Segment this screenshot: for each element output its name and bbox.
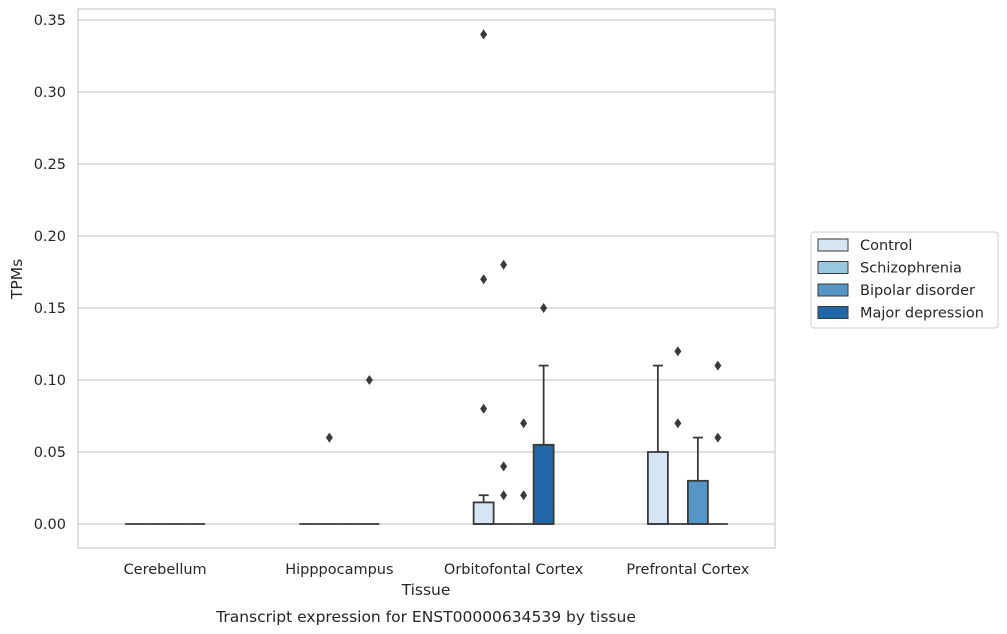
box-major-depression <box>707 360 728 525</box>
x-tick-label: Prefrontal Cortex <box>626 562 749 578</box>
outlier-point <box>500 461 508 472</box>
legend-swatch <box>817 261 849 274</box>
legend-frame <box>810 231 999 329</box>
outlier-point <box>480 29 488 40</box>
outlier-point <box>480 403 488 414</box>
x-tick-label: Orbitofontal Cortex <box>444 562 584 578</box>
legend-label: Major depression <box>860 306 984 322</box>
y-tick-label: 0.35 <box>34 13 66 29</box>
x-axis-label: Tissue <box>401 581 451 599</box>
box-bipolar-disorder <box>686 436 709 525</box>
y-tick-label: 0.10 <box>34 373 66 389</box>
y-tick-label: 0.15 <box>34 301 66 317</box>
y-tick-labels: 0.00 0.05 0.10 0.15 0.20 0.25 0.30 0.35 <box>34 13 66 533</box>
legend-swatch <box>817 306 849 319</box>
legend-swatch <box>817 238 849 252</box>
legend-label: Control <box>860 238 912 254</box>
box-schizophrenia <box>319 432 340 525</box>
box-major-depression <box>532 303 555 525</box>
outlier-point <box>325 432 333 443</box>
outlier-point <box>674 418 682 429</box>
box-major-depression <box>359 375 380 525</box>
outlier-point <box>365 375 373 385</box>
x-tick-label: Cerebellum <box>124 562 207 578</box>
box-body <box>532 443 555 525</box>
y-tick-label: 0.00 <box>34 517 66 533</box>
box-body <box>646 451 669 525</box>
x-tick-labels: Cerebellum Hipppocampus Orbitofontal Corte… <box>124 562 750 578</box>
box-schizophrenia <box>493 259 514 525</box>
legend-label: Schizophrenia <box>860 261 962 277</box>
box-body <box>472 501 495 525</box>
outlier-point <box>714 360 722 371</box>
box-schizophrenia <box>667 346 688 525</box>
y-gridlines <box>78 19 775 525</box>
plot-frame <box>77 8 776 549</box>
box-bipolar-disorder <box>513 418 534 525</box>
y-tick-label: 0.05 <box>34 445 66 461</box>
x-tick-label: Hipppocampus <box>285 562 393 578</box>
y-tick-label: 0.25 <box>34 157 66 173</box>
legend-swatch <box>817 283 849 297</box>
box-control <box>646 364 669 525</box>
outlier-point <box>520 418 528 429</box>
box-plot-series <box>125 29 728 525</box>
outlier-point <box>480 274 488 285</box>
y-tick-label: 0.20 <box>34 229 66 245</box>
legend-label: Bipolar disorder <box>860 283 975 299</box>
y-axis-label: TPMs <box>8 259 26 300</box>
outlier-point <box>520 490 528 501</box>
outlier-point <box>500 490 508 501</box>
box-control <box>472 29 495 525</box>
outlier-point <box>540 303 548 313</box>
y-tick-label: 0.30 <box>34 85 66 101</box>
outlier-point <box>714 432 722 443</box>
legend: Control Schizophrenia Bipolar disorder Majo… <box>810 231 999 329</box>
outlier-point <box>674 346 682 357</box>
box-body <box>686 479 709 525</box>
outlier-point <box>500 259 508 270</box>
chart-title: Transcript expression for ENST0000063453… <box>215 608 636 626</box>
